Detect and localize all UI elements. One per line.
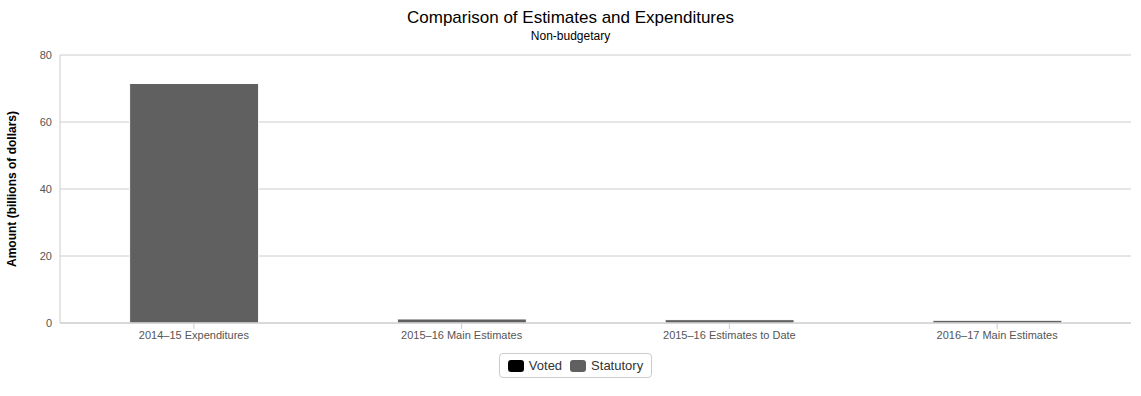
- svg-text:Amount (billions of dollars): Amount (billions of dollars): [8, 111, 19, 267]
- html-text:Non-budgetary: Non-budgetary: [530, 29, 611, 43]
- html-text:Voted: Voted: [528, 358, 563, 373]
- html-text:Statutory: Statutory: [591, 358, 644, 373]
- svg-text:80: 80: [40, 49, 52, 61]
- svg-text:2015–16 Main Estimates: 2015–16 Main Estimates: [401, 329, 523, 341]
- html-text:Comparison of Estimates and Ex: Comparison of Estimates and Expenditures: [407, 8, 734, 27]
- svg-text:2016–17 Main Estimates: 2016–17 Main Estimates: [937, 329, 1059, 341]
- svg-text:0: 0: [46, 317, 52, 329]
- svg-text:60: 60: [40, 116, 52, 128]
- svg-text:2015–16 Estimates to Date: 2015–16 Estimates to Date: [663, 329, 796, 341]
- svg-text:20: 20: [40, 250, 52, 262]
- svg-text:40: 40: [40, 183, 52, 195]
- svg-text:2014–15 Expenditures: 2014–15 Expenditures: [139, 329, 250, 341]
